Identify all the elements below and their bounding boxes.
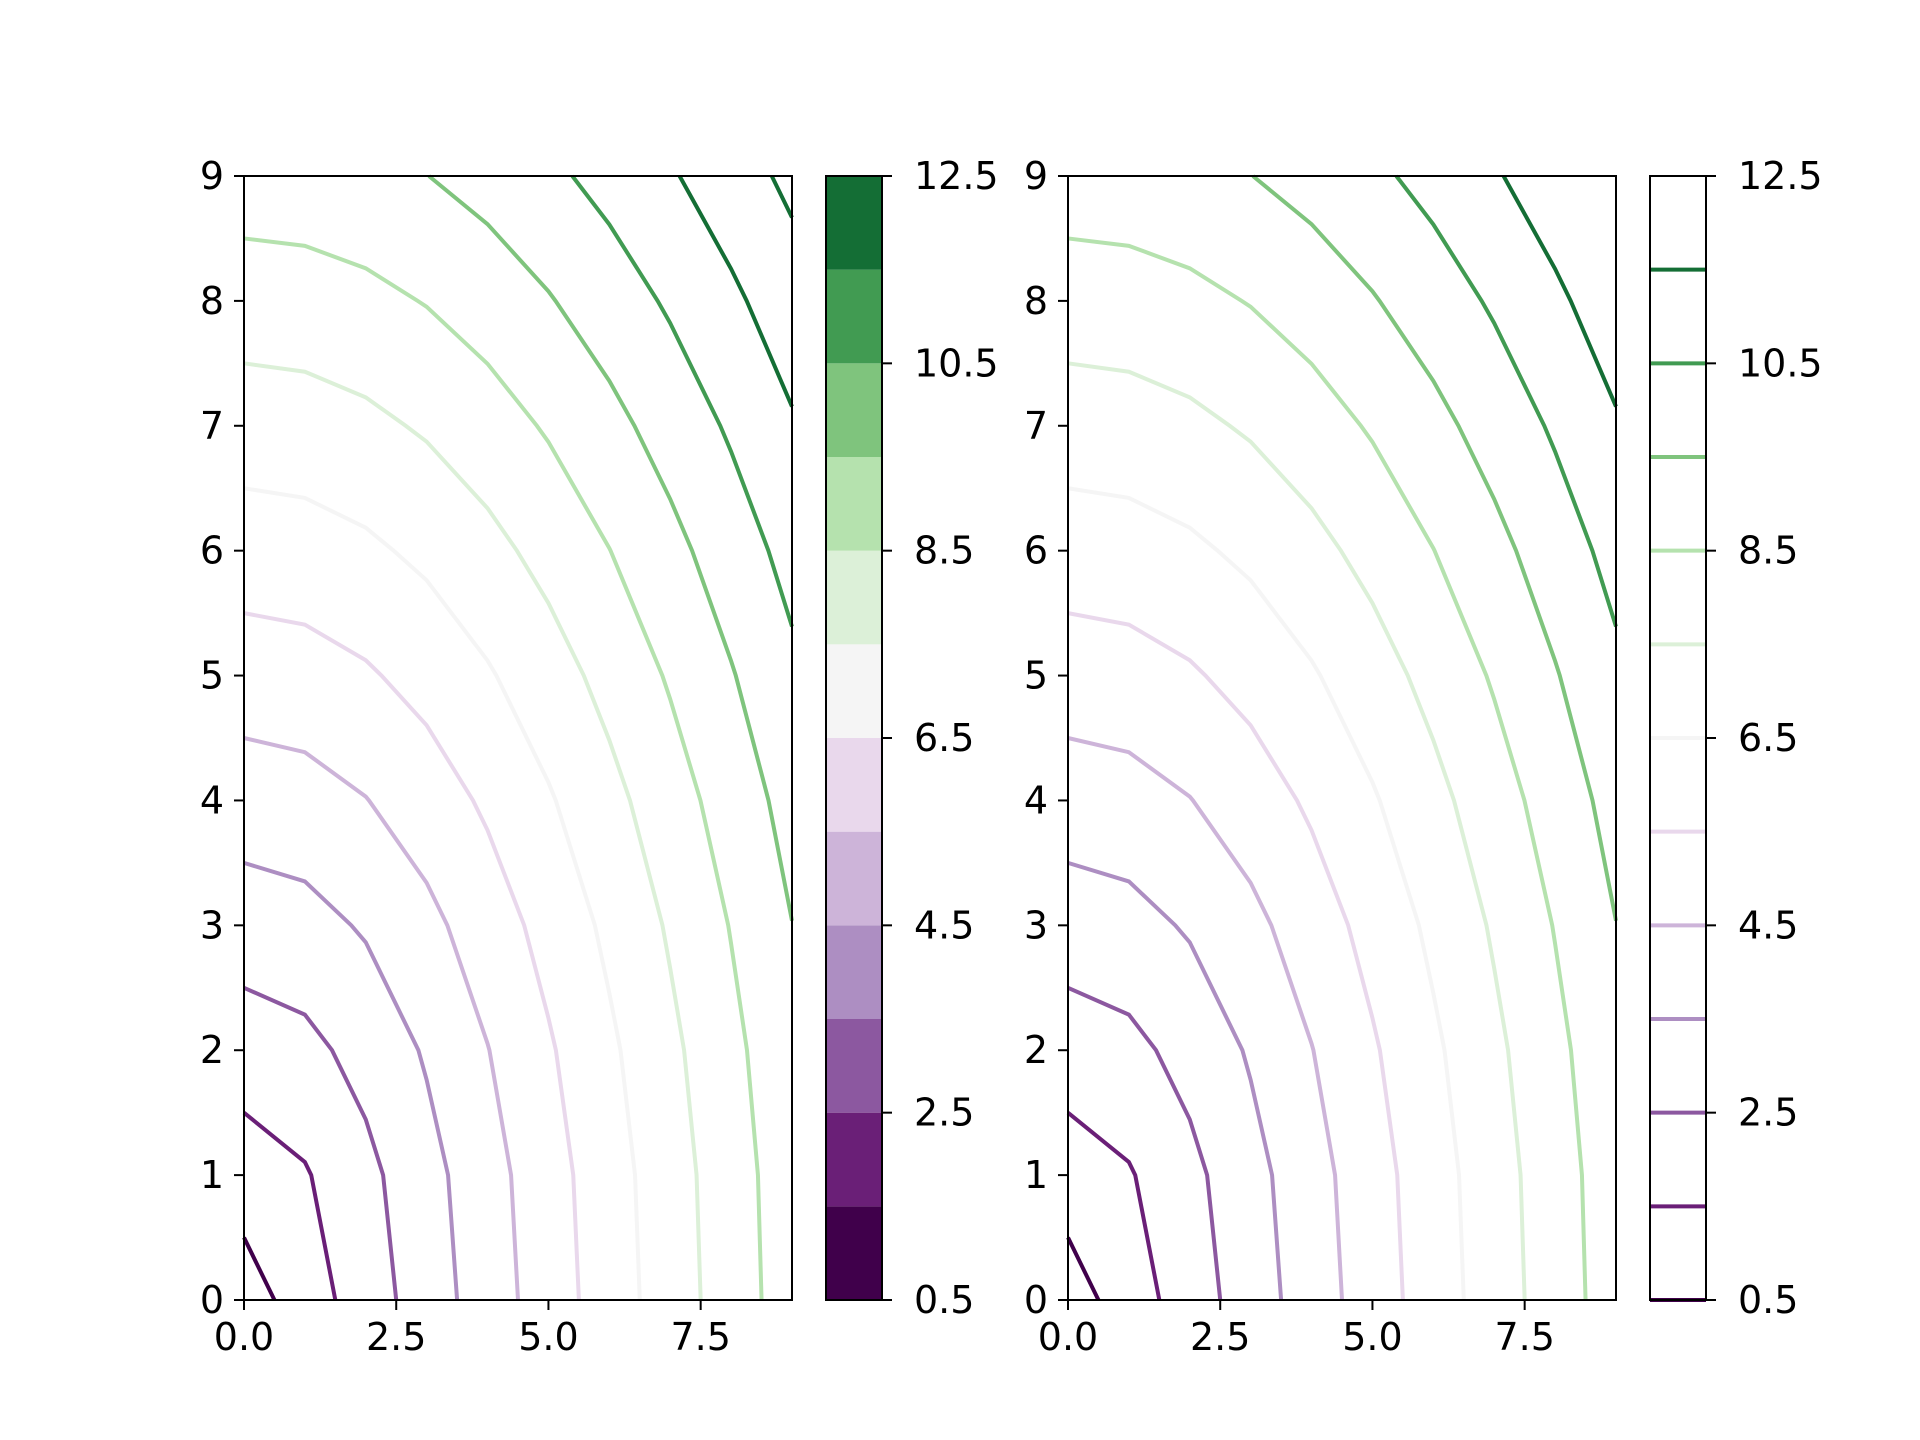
colorbar-band <box>826 176 882 270</box>
colorbar: 0.5 2.5 4.5 6.5 8.5 10.5 12.5 <box>825 154 999 1322</box>
colorbar-tick-label: 8.5 <box>914 529 974 573</box>
contour-line <box>243 985 399 1301</box>
contour-line <box>1593 175 1618 219</box>
y-tick-label: 9 <box>1024 154 1048 198</box>
y-tick-label: 4 <box>1024 778 1048 822</box>
contour-line <box>243 486 642 1301</box>
colorbar-tick-label: 2.5 <box>914 1091 974 1135</box>
axes-frame <box>1067 175 1617 1301</box>
contour-line <box>570 174 794 628</box>
x-tick-label: 0.0 <box>1038 1315 1098 1359</box>
y-tick-label: 8 <box>200 279 224 323</box>
axes-frame <box>243 175 793 1301</box>
colorbar: 0.5 2.5 4.5 6.5 8.5 10.5 12.5 <box>1649 154 1823 1322</box>
colorbar-tick-label: 8.5 <box>1738 529 1798 573</box>
colorbar-tick-label: 6.5 <box>914 716 974 760</box>
x-tick-label: 7.5 <box>1494 1315 1554 1359</box>
contour-line <box>242 1111 338 1301</box>
y-tick-label: 7 <box>200 404 224 448</box>
y-tick-label: 2 <box>200 1028 224 1072</box>
colorbar-band <box>826 269 882 364</box>
colorbar-band <box>826 831 882 926</box>
contour-line <box>242 1236 277 1301</box>
colorbar-tick-label: 12.5 <box>914 154 999 198</box>
contour-line <box>243 361 703 1301</box>
contour-line <box>1251 174 1618 922</box>
contour-line <box>1066 1111 1162 1301</box>
x-tick-label: 0.0 <box>214 1315 274 1359</box>
contour-line <box>243 736 520 1301</box>
y-tick-label: 5 <box>200 654 224 698</box>
y-tick-label: 5 <box>1024 654 1048 698</box>
contour-line <box>243 860 460 1301</box>
y-tick-label: 0 <box>1024 1278 1048 1322</box>
colorbar-tick-label: 2.5 <box>1738 1091 1798 1135</box>
contour-line <box>1067 611 1405 1301</box>
x-tick-label: 5.0 <box>1342 1315 1402 1359</box>
x-tick-label: 7.5 <box>670 1315 730 1359</box>
colorbar-band <box>826 925 882 1019</box>
colorbar-tick-label: 4.5 <box>1738 903 1798 947</box>
y-tick-label: 1 <box>1024 1153 1048 1197</box>
y-tick-label: 8 <box>1024 279 1048 323</box>
x-tick-label: 2.5 <box>366 1315 426 1359</box>
colorbar-band <box>826 363 882 457</box>
colorbar-band <box>826 550 882 645</box>
colorbar-tick-label: 10.5 <box>1738 341 1823 385</box>
contour-line <box>1501 175 1618 408</box>
y-tick-label: 3 <box>200 903 224 947</box>
colorbar-tick-label: 12.5 <box>1738 154 1823 198</box>
y-tick-label: 2 <box>1024 1028 1048 1072</box>
contour-line <box>243 611 581 1301</box>
x-tick-label: 5.0 <box>518 1315 578 1359</box>
colorbar-tick-label: 0.5 <box>1738 1278 1798 1322</box>
colorbar-band <box>826 1019 882 1113</box>
y-tick-label: 6 <box>200 529 224 573</box>
contour-line <box>1067 985 1223 1301</box>
contour-line <box>1066 1236 1101 1301</box>
contour-line <box>1067 736 1344 1301</box>
y-tick-label: 1 <box>200 1153 224 1197</box>
y-tick-label: 7 <box>1024 404 1048 448</box>
colorbar-band <box>826 738 882 832</box>
colorbar-band <box>826 644 882 738</box>
contour-line <box>677 175 794 408</box>
contour-panel-2: 0.0 2.5 5.0 7.5 0 1 2 3 4 5 6 7 8 9 0.5 2.5 4.5 6.5 8.5 10.… <box>1024 154 1823 1359</box>
contour-line <box>1067 361 1527 1301</box>
contour-line <box>1394 174 1618 628</box>
colorbar-band <box>826 457 882 551</box>
contour-line <box>1067 486 1466 1301</box>
colorbar-tick-label: 4.5 <box>914 903 974 947</box>
y-tick-label: 9 <box>200 154 224 198</box>
contour-line <box>1067 236 1588 1301</box>
contour-line <box>243 236 764 1301</box>
colorbar-tick-label: 6.5 <box>1738 716 1798 760</box>
contour-line <box>427 174 794 922</box>
contour-line <box>769 175 794 219</box>
colorbar-tick-label: 10.5 <box>914 341 999 385</box>
contour-panel-1: 0.0 2.5 5.0 7.5 0 1 2 3 4 5 6 7 8 9 0.5 2.5 4.5 6.5 8.5 10.… <box>200 154 999 1359</box>
x-tick-label: 2.5 <box>1190 1315 1250 1359</box>
colorbar-tick-label: 0.5 <box>914 1278 974 1322</box>
contour-line <box>1067 860 1284 1301</box>
y-tick-label: 0 <box>200 1278 224 1322</box>
y-tick-label: 4 <box>200 778 224 822</box>
y-tick-label: 6 <box>1024 529 1048 573</box>
colorbar-band <box>826 1112 882 1207</box>
colorbar-band <box>826 1206 882 1300</box>
y-tick-label: 3 <box>1024 903 1048 947</box>
